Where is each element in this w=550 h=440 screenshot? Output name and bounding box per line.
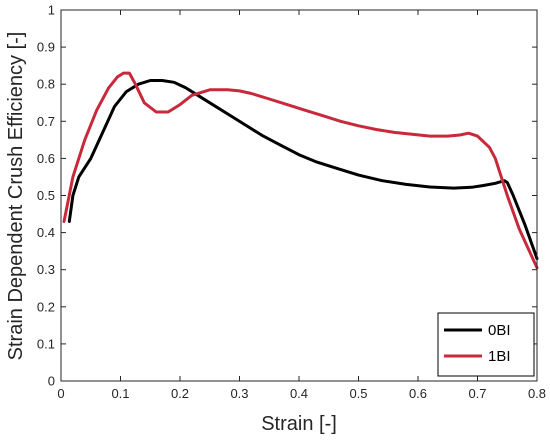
x-axis-label: Strain [-] [261,413,337,435]
series-line-0bi [67,79,539,261]
y-tick-label: 0.3 [37,262,55,277]
x-tick-label: 0.1 [111,386,129,401]
legend-label-0bi: 0BI [488,322,511,339]
x-tick-label: 0.7 [468,386,486,401]
y-axis-label: Strain Dependent Crush Efficiency [-] [5,32,27,361]
y-tick-label: 0.7 [37,114,55,129]
legend-box [437,312,535,377]
x-tick-label: 0.6 [409,386,427,401]
y-tick-label: 0 [48,374,55,389]
y-tick-label: 1 [48,3,55,18]
x-tick-label: 0.3 [230,386,248,401]
legend-label-1bi: 1BI [488,348,511,365]
y-tick-label: 0.5 [37,188,55,203]
y-tick-label: 0.1 [37,336,55,351]
x-tick-label: 0 [57,386,64,401]
y-tick-label: 0.4 [37,225,55,240]
y-tick-label: 0.9 [37,40,55,55]
x-tick-label: 0.4 [290,386,308,401]
y-tick-label: 0.8 [37,77,55,92]
y-tick-label: 0.2 [37,299,55,314]
y-tick-label: 0.6 [37,151,55,166]
x-tick-label: 0.2 [171,386,189,401]
legend: 0BI 1BI [437,312,535,377]
x-tick-label: 0.8 [528,386,546,401]
x-tick-label: 0.5 [349,386,367,401]
ticks: 0 0.1 0.2 0.3 0.4 0.5 0.6 0.7 0.8 0 0.1 0.2 0.3 0.4 0.… [37,3,546,402]
series-line-1bi [62,71,539,270]
series-layer [62,71,539,270]
